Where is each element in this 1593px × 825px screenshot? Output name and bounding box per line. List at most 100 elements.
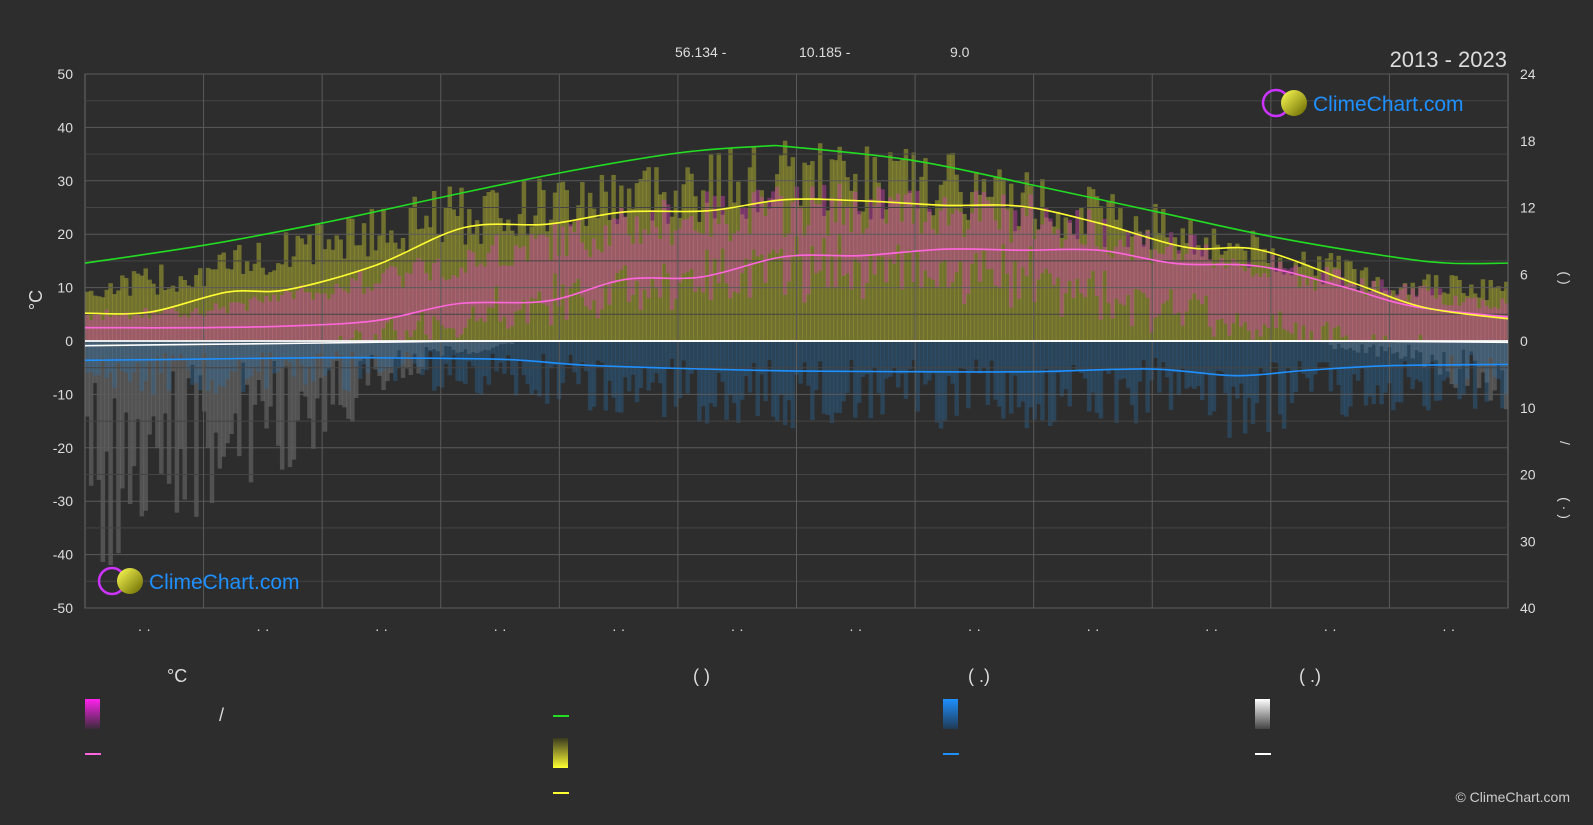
precip-day-bar <box>513 341 519 396</box>
temperature-day-bar <box>841 224 846 276</box>
sunshine-day-bar <box>92 295 98 341</box>
precip-day-bar <box>244 341 250 380</box>
precip-day-bar <box>704 341 710 424</box>
legend-snow-range-swatch <box>1255 699 1270 729</box>
precip-day-bar <box>1340 341 1345 415</box>
precip-day-bar <box>369 341 375 358</box>
precip-day-bar <box>634 341 640 403</box>
precip-day-bar <box>919 341 924 373</box>
snow-day-bar <box>291 341 297 460</box>
precip-day-bar <box>346 341 351 392</box>
sunshine-day-bar <box>1180 228 1186 341</box>
sunshine-day-bar <box>837 146 842 341</box>
precip-day-bar <box>517 341 523 360</box>
precip-day-bar <box>545 341 550 404</box>
temperature-day-bar <box>700 234 706 293</box>
temperature-day-bar <box>1122 246 1127 306</box>
precip-day-bar <box>1472 341 1478 409</box>
temperature-day-bar <box>1145 231 1150 298</box>
sunshine-day-bar <box>182 279 187 341</box>
temperature-day-bar <box>451 275 456 329</box>
sunshine-day-bar <box>548 219 554 341</box>
precip-day-bar <box>1246 341 1252 398</box>
temperature-day-bar <box>821 184 827 239</box>
temperature-day-bar <box>443 280 449 329</box>
precip-day-bar <box>96 341 102 376</box>
snow-day-bar <box>104 341 109 452</box>
precip-day-bar <box>279 341 285 368</box>
sunshine-day-bar <box>1297 266 1302 341</box>
precip-day-bar <box>1188 341 1193 387</box>
sunshine-day-bar <box>1414 297 1419 341</box>
precip-day-bar <box>135 341 141 363</box>
precip-day-bar <box>1379 341 1384 405</box>
temperature-day-bar <box>143 308 148 341</box>
precip-day-bar <box>876 341 881 394</box>
snow-day-bar <box>88 341 94 486</box>
precip-day-bar <box>642 341 648 369</box>
snow-day-bar <box>116 341 121 554</box>
sunshine-day-bar <box>533 215 538 341</box>
temperature-day-bar <box>845 206 850 274</box>
precip-day-bar <box>1051 341 1057 423</box>
temperature-day-bar <box>1402 284 1408 341</box>
temperature-day-bar <box>899 221 905 290</box>
temperature-day-bar <box>1301 274 1306 326</box>
precip-day-bar <box>381 341 386 371</box>
precip-day-bar <box>1367 341 1373 397</box>
temperature-day-bar <box>1352 283 1357 341</box>
sunshine-day-bar <box>174 291 180 341</box>
sunshine-day-bar <box>1359 270 1365 341</box>
temperature-day-bar <box>1391 299 1396 341</box>
temperature-day-bar <box>673 230 679 299</box>
temperature-day-bar <box>853 191 858 260</box>
precip-day-bar <box>1005 341 1010 373</box>
precip-day-bar <box>623 341 628 378</box>
sunshine-day-bar <box>899 159 905 341</box>
sunshine-day-bar <box>1281 274 1287 341</box>
snow-day-bar <box>190 341 195 365</box>
sunshine-day-bar <box>198 268 203 341</box>
sunshine-day-bar <box>486 191 492 341</box>
chart-period-title: 2013 - 2023 <box>1390 47 1507 72</box>
sunshine-day-bar <box>451 209 456 341</box>
precip-day-bar <box>931 341 936 374</box>
temperature-day-bar <box>966 229 971 294</box>
snow-day-bar <box>431 341 437 350</box>
precip-day-bar <box>1203 341 1209 373</box>
precip-day-bar <box>357 341 363 379</box>
precip-day-bar <box>1227 341 1232 438</box>
sunshine-day-bar <box>1005 208 1010 341</box>
precip-day-bar <box>732 341 737 404</box>
temperature-day-bar <box>311 299 316 341</box>
temperature-day-bar <box>732 233 737 292</box>
precip-day-bar <box>1414 341 1419 380</box>
sunshine-day-bar <box>572 221 577 341</box>
snow-day-bar <box>1418 341 1423 353</box>
snow-day-bar <box>334 341 340 361</box>
temperature-day-bar <box>486 252 492 308</box>
sunshine-day-bar <box>1363 267 1369 341</box>
temperature-day-bar <box>237 302 242 341</box>
sunshine-day-bar <box>1172 237 1178 341</box>
temperature-day-bar <box>123 312 129 341</box>
temperature-day-bar <box>658 238 663 298</box>
temperature-day-bar <box>1258 276 1263 337</box>
snow-day-bar <box>346 341 351 419</box>
temperature-day-bar <box>186 317 191 341</box>
temperature-day-bar <box>977 221 983 282</box>
temperature-day-bar <box>1293 265 1299 323</box>
precip-day-bar <box>350 341 355 352</box>
sunshine-day-bar <box>1348 260 1353 341</box>
temperature-day-bar <box>470 252 476 307</box>
sunshine-day-bar <box>420 228 425 341</box>
sunshine-day-bar <box>1277 257 1283 341</box>
precip-day-bar <box>533 341 538 390</box>
precip-day-bar <box>1449 341 1455 356</box>
precip-day-bar <box>237 341 242 359</box>
sunshine-day-bar <box>1079 207 1084 341</box>
precip-day-bar <box>1398 341 1404 403</box>
precip-day-bar <box>892 341 897 368</box>
temperature-day-bar <box>1445 305 1451 341</box>
temperature-day-bar <box>1332 268 1338 328</box>
